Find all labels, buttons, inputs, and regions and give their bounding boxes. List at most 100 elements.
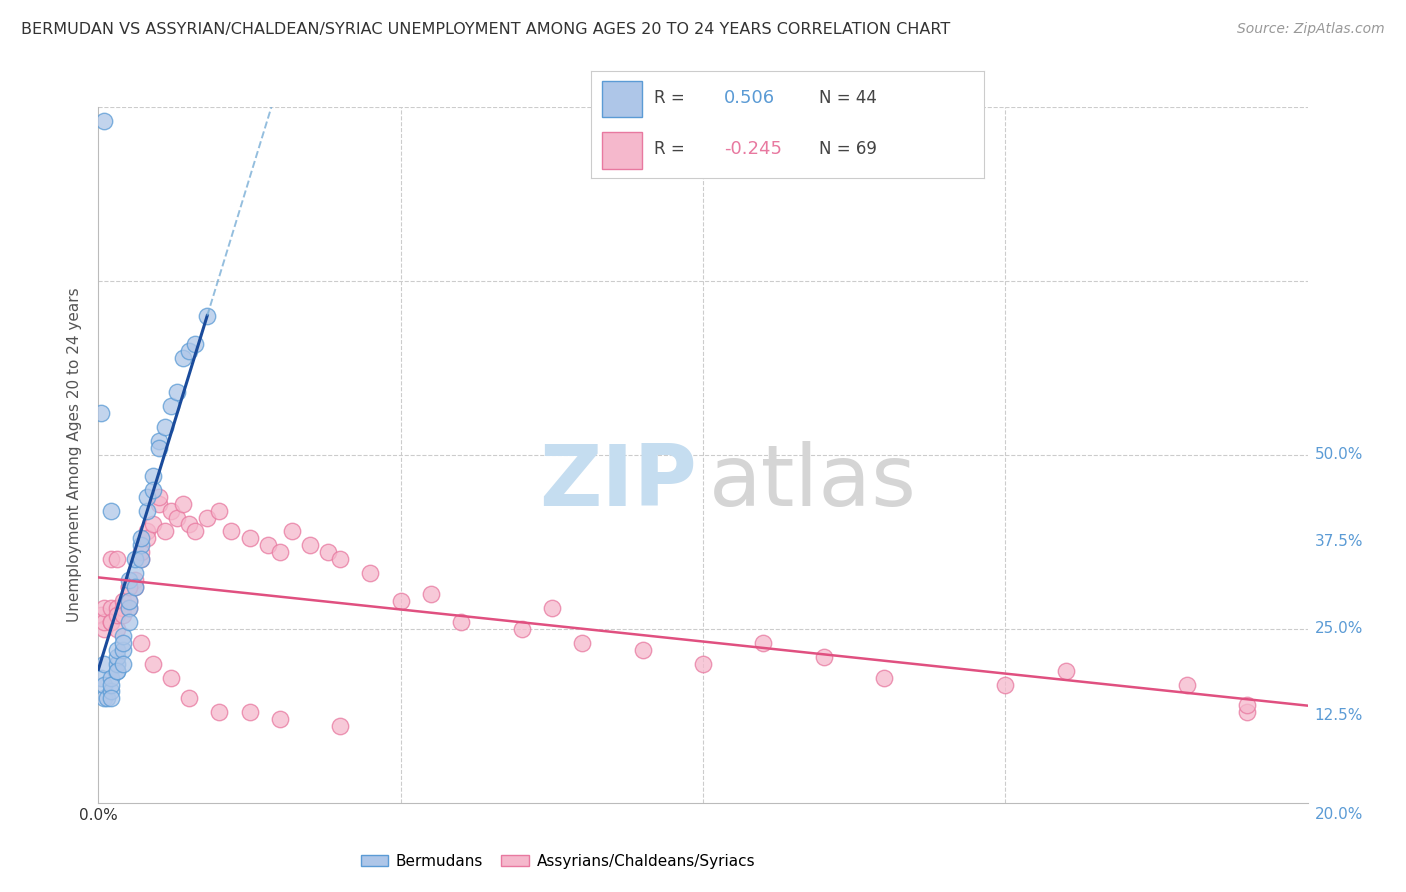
Point	[142, 483, 165, 497]
Text: BERMUDAN VS ASSYRIAN/CHALDEAN/SYRIAC UNEMPLOYMENT AMONG AGES 20 TO 24 YEARS CORR: BERMUDAN VS ASSYRIAN/CHALDEAN/SYRIAC UNE…	[21, 22, 950, 37]
Point	[419, 587, 441, 601]
Point	[166, 385, 188, 400]
Point	[873, 671, 896, 685]
Point	[450, 615, 472, 629]
Point	[118, 601, 141, 615]
Point	[129, 545, 152, 559]
Point	[124, 552, 146, 566]
Point	[813, 649, 835, 664]
Point	[195, 309, 218, 323]
Point	[105, 601, 128, 615]
Point	[90, 671, 112, 685]
Point	[1175, 677, 1198, 691]
Point	[118, 594, 141, 608]
Point	[329, 552, 352, 566]
Point	[148, 434, 170, 448]
Point	[100, 615, 122, 629]
Text: 37.5%: 37.5%	[1315, 534, 1362, 549]
Point	[148, 441, 170, 455]
Point	[111, 636, 134, 650]
Point	[172, 497, 194, 511]
Point	[1054, 664, 1077, 678]
Point	[105, 622, 128, 636]
Text: 0.506: 0.506	[724, 89, 776, 107]
Text: N = 44: N = 44	[818, 89, 877, 107]
Point	[1236, 698, 1258, 713]
Point	[93, 114, 115, 128]
Point	[100, 677, 122, 691]
Point	[105, 664, 128, 678]
Point	[208, 503, 231, 517]
Point	[184, 336, 207, 351]
Point	[360, 566, 382, 581]
Point	[100, 671, 122, 685]
Point	[124, 580, 146, 594]
Point	[148, 490, 170, 504]
Point	[100, 601, 122, 615]
Point	[142, 468, 165, 483]
Point	[129, 538, 152, 552]
Point	[90, 406, 112, 420]
Point	[153, 524, 176, 539]
Point	[105, 552, 128, 566]
Point	[177, 691, 201, 706]
Point	[90, 607, 112, 622]
Point	[269, 712, 291, 726]
Point	[1236, 706, 1258, 720]
Point	[129, 636, 152, 650]
Text: atlas: atlas	[709, 442, 917, 524]
Point	[129, 552, 152, 566]
Point	[510, 622, 533, 636]
Point	[160, 671, 183, 685]
Point	[208, 706, 231, 720]
Point	[93, 657, 115, 671]
Point	[184, 524, 207, 539]
Point	[111, 629, 134, 643]
Point	[118, 601, 141, 615]
Point	[118, 573, 141, 587]
Point	[239, 706, 262, 720]
Point	[269, 545, 291, 559]
Point	[160, 399, 183, 413]
Text: ZIP: ZIP	[540, 442, 697, 524]
Text: 25.0%: 25.0%	[1315, 622, 1362, 636]
Text: -0.245: -0.245	[724, 141, 782, 159]
Point	[148, 497, 170, 511]
Point	[329, 719, 352, 733]
Point	[389, 594, 412, 608]
Text: R =: R =	[654, 141, 689, 159]
Point	[105, 649, 128, 664]
Bar	[602, 132, 641, 169]
Point	[166, 510, 188, 524]
Point	[124, 580, 146, 594]
Point	[105, 657, 128, 671]
Text: Source: ZipAtlas.com: Source: ZipAtlas.com	[1237, 22, 1385, 37]
Point	[111, 601, 134, 615]
Point	[100, 615, 122, 629]
Point	[135, 490, 157, 504]
Point	[281, 524, 304, 539]
Point	[100, 552, 122, 566]
Point	[93, 615, 115, 629]
Point	[153, 420, 176, 434]
Legend: Bermudans, Assyrians/Chaldeans/Syriacs: Bermudans, Assyrians/Chaldeans/Syriacs	[354, 848, 761, 875]
Point	[111, 594, 134, 608]
Point	[299, 538, 322, 552]
Point	[118, 615, 141, 629]
Point	[142, 657, 165, 671]
Point	[571, 636, 593, 650]
Point	[111, 607, 134, 622]
Point	[239, 532, 262, 546]
Point	[142, 517, 165, 532]
Point	[124, 566, 146, 581]
Text: R =: R =	[654, 89, 689, 107]
Point	[100, 503, 122, 517]
Point	[177, 343, 201, 358]
Point	[177, 517, 201, 532]
Point	[135, 532, 157, 546]
Point	[221, 524, 243, 539]
Point	[100, 691, 122, 706]
Point	[752, 636, 775, 650]
Text: N = 69: N = 69	[818, 141, 877, 159]
Text: 20.0%: 20.0%	[1315, 807, 1362, 822]
